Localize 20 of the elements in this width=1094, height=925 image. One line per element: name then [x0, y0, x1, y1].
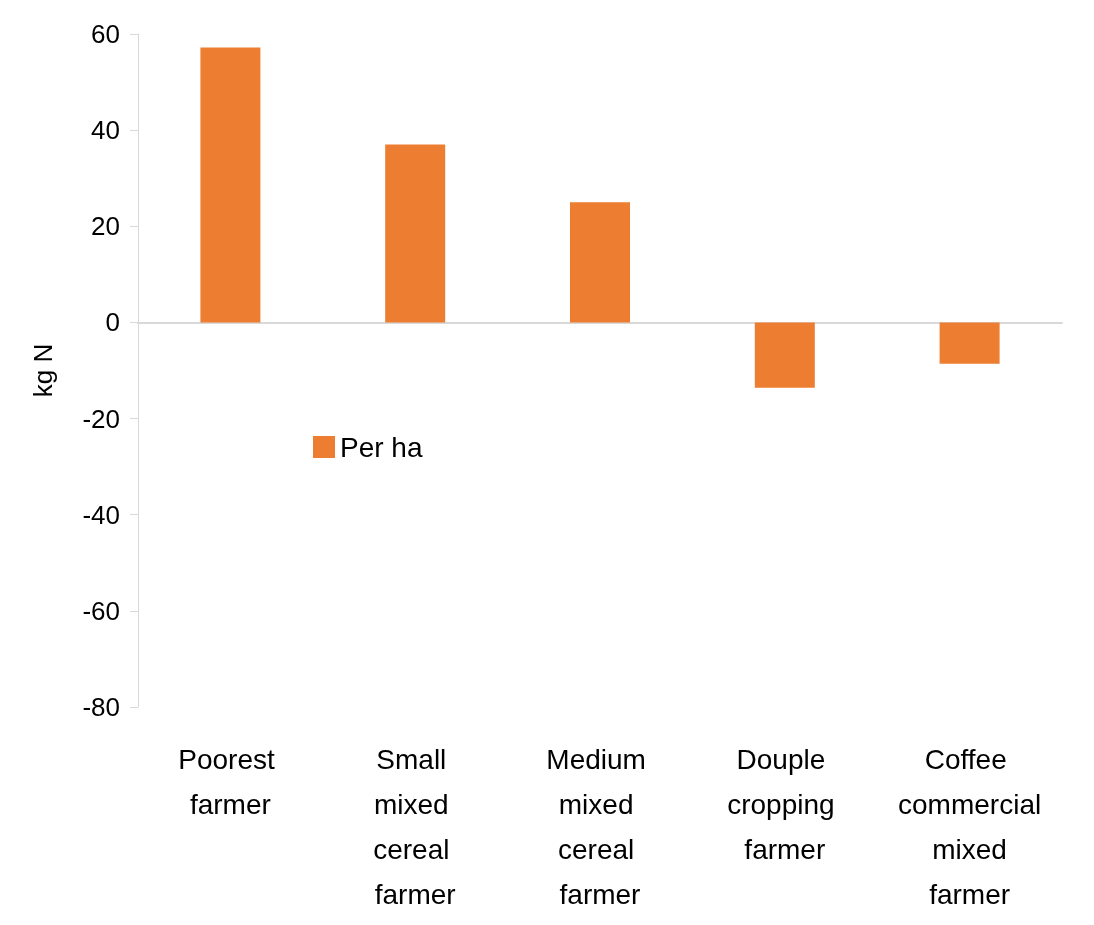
legend-label: Per ha [340, 431, 423, 463]
x-tick-label: Medium mixed cereal farmer [546, 744, 654, 910]
y-tick-label: 40 [91, 115, 120, 146]
y-axis-title: kg N [28, 343, 58, 398]
y-tick-label: 20 [91, 211, 120, 242]
y-tick-label: -20 [82, 403, 120, 434]
bar [200, 47, 261, 323]
y-tick-label: -40 [82, 499, 120, 530]
y-tick-label: 0 [105, 307, 120, 338]
x-tick-label: Poorest farmer [178, 744, 283, 820]
x-tick-label: Coffee commercial mixed farmer [898, 744, 1042, 910]
bar [754, 322, 815, 388]
y-tick-label: -80 [82, 692, 120, 722]
x-tick-label: Douple cropping farmer [727, 744, 843, 865]
y-tick-label: 60 [91, 19, 120, 49]
bar [385, 144, 446, 323]
bar [570, 202, 630, 323]
bar [939, 322, 1000, 364]
x-tick-label: Small mixed cereal farmer [373, 744, 458, 910]
y-tick-label: -60 [82, 595, 120, 626]
